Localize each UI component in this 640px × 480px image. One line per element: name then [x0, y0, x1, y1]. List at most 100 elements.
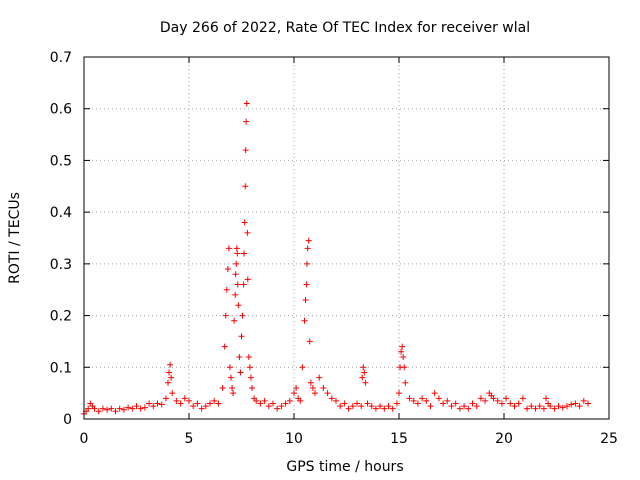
- data-point: [299, 364, 306, 371]
- data-point: [358, 403, 365, 410]
- data-point: [444, 397, 451, 404]
- data-point: [400, 353, 407, 360]
- data-point: [233, 245, 240, 252]
- data-point: [393, 400, 400, 407]
- data-point: [221, 343, 228, 350]
- data-point: [146, 400, 153, 407]
- y-tick-label: 0.7: [50, 50, 72, 66]
- data-point: [194, 400, 201, 407]
- data-point: [154, 400, 161, 407]
- data-point: [324, 390, 331, 397]
- data-point: [242, 183, 249, 190]
- data-point: [165, 379, 171, 386]
- data-point: [233, 260, 240, 267]
- data-point: [440, 400, 447, 407]
- plot-frame: [83, 56, 610, 420]
- data-point: [241, 219, 248, 226]
- data-point: [372, 405, 379, 412]
- data-point: [302, 297, 309, 304]
- data-point: [494, 397, 501, 404]
- data-point: [498, 400, 505, 407]
- data-point: [112, 408, 119, 415]
- grid-lines: [84, 57, 609, 419]
- data-point: [328, 395, 335, 402]
- data-point: [104, 406, 111, 413]
- chart-title: Day 266 of 2022, Rate Of TEC Index for r…: [160, 20, 530, 36]
- data-point: [482, 397, 489, 404]
- data-point: [229, 384, 236, 391]
- data-point: [261, 397, 268, 404]
- data-point: [309, 384, 316, 391]
- y-tick-label: 0.6: [50, 102, 72, 118]
- data-point: [243, 118, 250, 125]
- x-tick-label: 0: [80, 431, 89, 447]
- data-point: [222, 312, 229, 319]
- data-point: [228, 374, 234, 381]
- data-point: [219, 384, 226, 391]
- data-point: [166, 369, 173, 376]
- data-point: [359, 374, 366, 381]
- data-point: [469, 400, 476, 407]
- data-point: [385, 403, 392, 410]
- data-point: [536, 403, 543, 410]
- data-point: [270, 400, 276, 407]
- data-point: [337, 403, 344, 410]
- data-point: [507, 400, 514, 407]
- data-point: [551, 405, 558, 412]
- data-point: [108, 405, 115, 412]
- data-point: [150, 403, 157, 410]
- data-point: [286, 397, 293, 404]
- data-point: [362, 379, 369, 386]
- data-point: [304, 245, 311, 252]
- data-point: [540, 405, 547, 412]
- data-point: [168, 374, 175, 381]
- data-point: [448, 403, 455, 410]
- data-point: [555, 403, 562, 410]
- data-point: [234, 281, 241, 288]
- data-point: [253, 397, 260, 404]
- data-point: [423, 397, 430, 404]
- data-point: [349, 403, 356, 410]
- data-point: [158, 401, 165, 408]
- axis-ticks: 0 5 10 15 20 25 0 0.1 0.2 0.3 0.4 0.5 0.6 0.7: [50, 50, 618, 447]
- data-point: [585, 400, 591, 407]
- data-point: [99, 405, 106, 412]
- data-point: [431, 390, 438, 397]
- data-point: [572, 400, 579, 407]
- data-point: [215, 400, 222, 407]
- data-point: [360, 364, 367, 371]
- data-point: [125, 404, 132, 411]
- data-point: [452, 400, 459, 407]
- data-point: [236, 353, 243, 360]
- data-point: [381, 405, 388, 412]
- data-point: [116, 405, 123, 412]
- y-tick-label: 0.3: [50, 257, 72, 273]
- data-point: [293, 384, 300, 391]
- data-point: [190, 403, 197, 410]
- data-point: [399, 343, 406, 350]
- data-point: [169, 390, 176, 397]
- data-point: [85, 405, 92, 412]
- data-point: [297, 397, 304, 404]
- data-point: [232, 291, 239, 298]
- y-tick-label: 0.1: [50, 360, 72, 376]
- data-point: [580, 397, 587, 404]
- data-point: [515, 400, 522, 407]
- data-point: [576, 403, 583, 410]
- data-point: [247, 374, 254, 381]
- data-point: [396, 390, 402, 397]
- data-point: [511, 403, 518, 410]
- y-axis-label: ROTI / TECUs: [7, 192, 23, 284]
- data-point: [301, 317, 308, 324]
- data-point: [202, 403, 209, 410]
- data-point: [244, 276, 251, 283]
- data-point: [368, 403, 375, 410]
- x-tick-label: 25: [600, 431, 618, 447]
- data-point: [291, 390, 297, 397]
- data-point: [364, 400, 371, 407]
- data-point: [473, 403, 480, 410]
- data-point: [198, 405, 205, 412]
- data-point: [141, 404, 148, 411]
- data-point: [240, 281, 247, 288]
- data-point: [333, 397, 339, 404]
